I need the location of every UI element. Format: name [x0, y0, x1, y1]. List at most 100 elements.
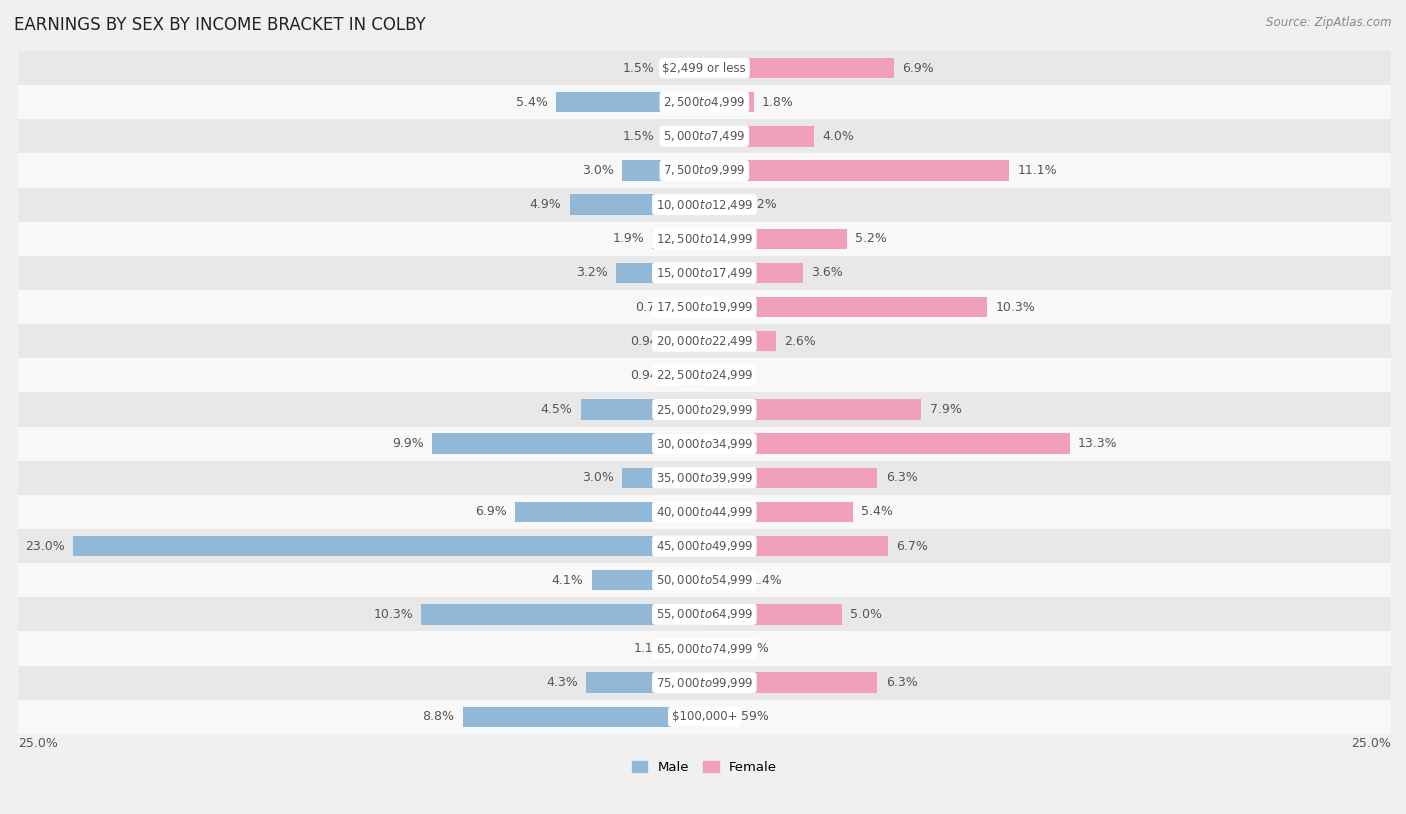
Bar — [704, 229, 848, 249]
Text: 3.2%: 3.2% — [576, 266, 609, 279]
Text: $15,000 to $17,499: $15,000 to $17,499 — [655, 266, 754, 280]
Bar — [515, 501, 704, 523]
Text: 1.5%: 1.5% — [623, 130, 655, 142]
Bar — [586, 672, 704, 693]
Text: 0.59%: 0.59% — [728, 642, 769, 655]
Bar — [679, 365, 704, 386]
Text: 0.94%: 0.94% — [630, 369, 671, 382]
Bar — [18, 221, 1391, 256]
Text: $45,000 to $49,999: $45,000 to $49,999 — [655, 539, 754, 553]
Bar — [18, 495, 1391, 529]
Bar — [704, 536, 889, 556]
Text: $5,000 to $7,499: $5,000 to $7,499 — [664, 129, 745, 143]
Text: 5.4%: 5.4% — [516, 96, 548, 109]
Bar — [18, 153, 1391, 187]
Bar — [704, 331, 776, 352]
Text: $35,000 to $39,999: $35,000 to $39,999 — [655, 470, 754, 485]
Bar — [18, 427, 1391, 461]
Text: 5.2%: 5.2% — [855, 232, 887, 245]
Bar — [704, 195, 737, 215]
Bar — [555, 92, 704, 112]
Text: 8.8%: 8.8% — [422, 711, 454, 724]
Bar — [18, 632, 1391, 666]
Text: $50,000 to $54,999: $50,000 to $54,999 — [655, 573, 754, 587]
Bar — [18, 392, 1391, 427]
Legend: Male, Female: Male, Female — [626, 755, 782, 779]
Bar — [704, 58, 894, 78]
Bar — [73, 536, 704, 556]
Text: Source: ZipAtlas.com: Source: ZipAtlas.com — [1267, 16, 1392, 29]
Bar — [704, 433, 1070, 454]
Text: 10.3%: 10.3% — [374, 608, 413, 621]
Text: 0.75%: 0.75% — [636, 300, 675, 313]
Bar — [704, 399, 921, 420]
Bar — [463, 707, 704, 727]
Bar — [18, 700, 1391, 734]
Bar — [621, 160, 704, 181]
Text: $7,500 to $9,999: $7,500 to $9,999 — [664, 164, 745, 177]
Text: 2.6%: 2.6% — [785, 335, 815, 348]
Text: 3.6%: 3.6% — [811, 266, 844, 279]
Text: 0.59%: 0.59% — [728, 711, 769, 724]
Bar — [621, 467, 704, 488]
Bar — [18, 256, 1391, 290]
Text: 4.1%: 4.1% — [551, 574, 583, 587]
Text: 10.3%: 10.3% — [995, 300, 1035, 313]
Text: 6.9%: 6.9% — [475, 505, 506, 519]
Text: 25.0%: 25.0% — [18, 737, 58, 751]
Text: $17,500 to $19,999: $17,500 to $19,999 — [655, 300, 754, 314]
Bar — [664, 58, 704, 78]
Bar — [704, 126, 814, 147]
Text: 6.3%: 6.3% — [886, 471, 917, 484]
Bar — [704, 467, 877, 488]
Bar — [683, 297, 704, 317]
Text: 25.0%: 25.0% — [1351, 737, 1391, 751]
Text: $22,500 to $24,999: $22,500 to $24,999 — [655, 369, 754, 383]
Bar — [664, 126, 704, 147]
Text: 1.2%: 1.2% — [745, 198, 778, 211]
Bar — [18, 461, 1391, 495]
Bar — [18, 187, 1391, 221]
Text: 4.5%: 4.5% — [541, 403, 572, 416]
Bar — [616, 263, 704, 283]
Text: 3.0%: 3.0% — [582, 164, 613, 177]
Text: 13.3%: 13.3% — [1078, 437, 1118, 450]
Text: 0.0%: 0.0% — [713, 369, 745, 382]
Bar — [581, 399, 704, 420]
Text: 1.8%: 1.8% — [762, 96, 794, 109]
Text: $20,000 to $22,499: $20,000 to $22,499 — [655, 335, 754, 348]
Bar — [673, 638, 704, 659]
Text: 5.4%: 5.4% — [860, 505, 893, 519]
Bar — [18, 290, 1391, 324]
Bar — [18, 563, 1391, 597]
Text: $12,500 to $14,999: $12,500 to $14,999 — [655, 232, 754, 246]
Text: 1.9%: 1.9% — [612, 232, 644, 245]
Bar — [18, 324, 1391, 358]
Text: 6.9%: 6.9% — [903, 62, 934, 75]
Text: $75,000 to $99,999: $75,000 to $99,999 — [655, 676, 754, 689]
Bar — [18, 666, 1391, 700]
Bar — [704, 638, 720, 659]
Bar — [704, 707, 720, 727]
Bar — [18, 529, 1391, 563]
Bar — [704, 672, 877, 693]
Bar — [704, 263, 803, 283]
Bar — [652, 229, 704, 249]
Bar — [679, 331, 704, 352]
Text: 6.3%: 6.3% — [886, 676, 917, 689]
Bar — [704, 501, 852, 523]
Bar — [18, 120, 1391, 153]
Text: 1.4%: 1.4% — [751, 574, 783, 587]
Bar — [704, 604, 842, 624]
Text: $100,000+: $100,000+ — [672, 711, 737, 724]
Bar — [704, 160, 1010, 181]
Text: $65,000 to $74,999: $65,000 to $74,999 — [655, 641, 754, 655]
Text: $55,000 to $64,999: $55,000 to $64,999 — [655, 607, 754, 621]
Bar — [18, 51, 1391, 85]
Text: $10,000 to $12,499: $10,000 to $12,499 — [655, 198, 754, 212]
Bar — [18, 597, 1391, 632]
Text: 7.9%: 7.9% — [929, 403, 962, 416]
Text: 3.0%: 3.0% — [582, 471, 613, 484]
Bar — [569, 195, 704, 215]
Text: 1.1%: 1.1% — [634, 642, 666, 655]
